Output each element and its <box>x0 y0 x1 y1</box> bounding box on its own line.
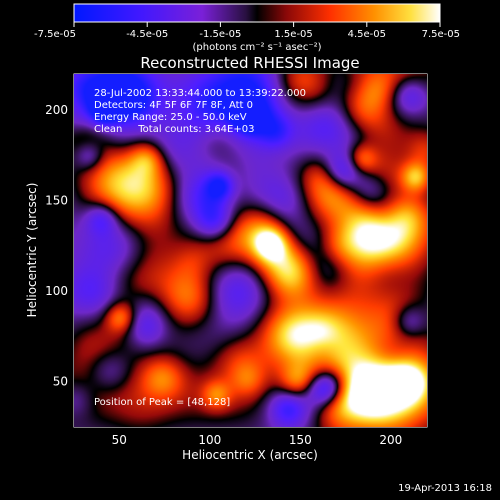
y-tick-label: 200 <box>45 103 68 117</box>
x-tick-label: 200 <box>379 433 402 447</box>
colorbar-tick-label: -7.5e-05 <box>34 29 76 40</box>
annotation-clean-counts: Clean Total counts: 3.64E+03 <box>94 124 255 135</box>
colorbar-tick-label: -4.5e-05 <box>126 29 168 40</box>
footer-timestamp: 19-Apr-2013 16:18 <box>398 483 492 494</box>
chart-title: Reconstructed RHESSI Image <box>140 54 359 72</box>
x-tick-label: 150 <box>289 433 312 447</box>
colorbar-units: (photons cm⁻² s⁻¹ asec⁻²) <box>192 42 321 53</box>
colorbar-tick-label: 1.5e-05 <box>274 29 312 40</box>
colorbar-tick-label: 4.5e-05 <box>348 29 386 40</box>
x-tick-label: 50 <box>112 433 127 447</box>
colorbar-tick-label: -1.5e-05 <box>199 29 241 40</box>
x-axis-label: Heliocentric X (arcsec) <box>182 448 318 462</box>
annotation-time-range: 28-Jul-2002 13:33:44.000 to 13:39:22.000 <box>94 88 306 99</box>
y-tick-label: 100 <box>45 284 68 298</box>
x-tick-label: 100 <box>198 433 221 447</box>
colorbar <box>73 3 441 23</box>
y-tick-label: 50 <box>53 375 68 389</box>
colorbar-tick-label: 7.5e-05 <box>422 29 460 40</box>
annotation-detectors: Detectors: 4F 5F 6F 7F 8F, Att 0 <box>94 100 254 111</box>
annotation-peak-position: Position of Peak = [48,128] <box>94 397 231 408</box>
colorbar-ticks: -7.5e-05 -4.5e-05 -1.5e-05 1.5e-05 4.5e-05 7.… <box>34 22 460 40</box>
y-tick-label: 150 <box>45 194 68 208</box>
heatmap-image <box>74 74 427 427</box>
y-axis-label: Heliocentric Y (arcsec) <box>25 183 39 318</box>
annotation-energy-range: Energy Range: 25.0 - 50.0 keV <box>94 112 247 123</box>
